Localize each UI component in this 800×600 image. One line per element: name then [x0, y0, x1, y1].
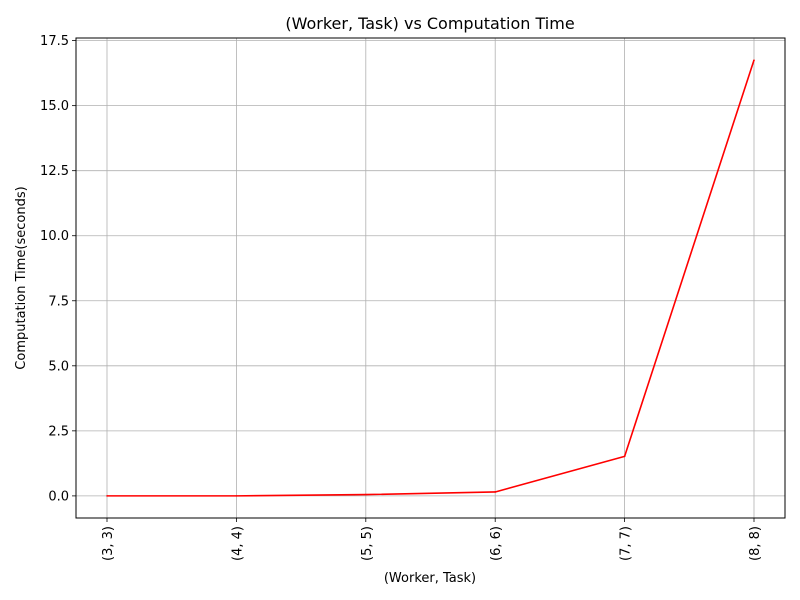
y-tick-label: 15.0 — [40, 99, 69, 114]
y-tick-label: 2.5 — [48, 424, 69, 439]
x-tick-label: (3, 3) — [101, 526, 116, 561]
grid — [76, 38, 785, 518]
data-point — [623, 455, 626, 458]
y-tick-label: 0.0 — [48, 489, 69, 504]
x-tick-label: (8, 8) — [748, 526, 763, 561]
chart-title: (Worker, Task) vs Computation Time — [285, 14, 574, 33]
data-point — [235, 495, 238, 497]
y-tick-label: 12.5 — [40, 164, 69, 179]
plot-frame — [75, 37, 786, 519]
x-tick-label: (7, 7) — [619, 526, 634, 561]
x-tick-label: (5, 5) — [360, 526, 375, 561]
data-point — [365, 493, 367, 496]
data-point — [106, 495, 108, 497]
data-point — [753, 59, 755, 61]
x-tick-label: (6, 6) — [489, 526, 504, 561]
y-axis-ticks: 0.0 2.5 5.0 7.5 10.0 12.5 15.0 17.5 — [40, 34, 76, 504]
y-axis-label: Computation Time(seconds) — [14, 186, 29, 369]
y-tick-label: 7.5 — [48, 294, 69, 309]
x-axis-label: (Worker, Task) — [384, 571, 476, 586]
data-point — [494, 491, 497, 493]
x-tick-label: (4, 4) — [230, 526, 245, 561]
series-layer — [106, 59, 755, 497]
y-tick-label: 17.5 — [40, 34, 69, 49]
series-line — [107, 59, 755, 497]
y-tick-label: 5.0 — [48, 359, 69, 374]
x-axis-ticks: (3, 3) (4, 4) (5, 5) (6, 6) (7, 7) (8, 8) — [101, 518, 763, 561]
y-tick-label: 10.0 — [40, 229, 69, 244]
